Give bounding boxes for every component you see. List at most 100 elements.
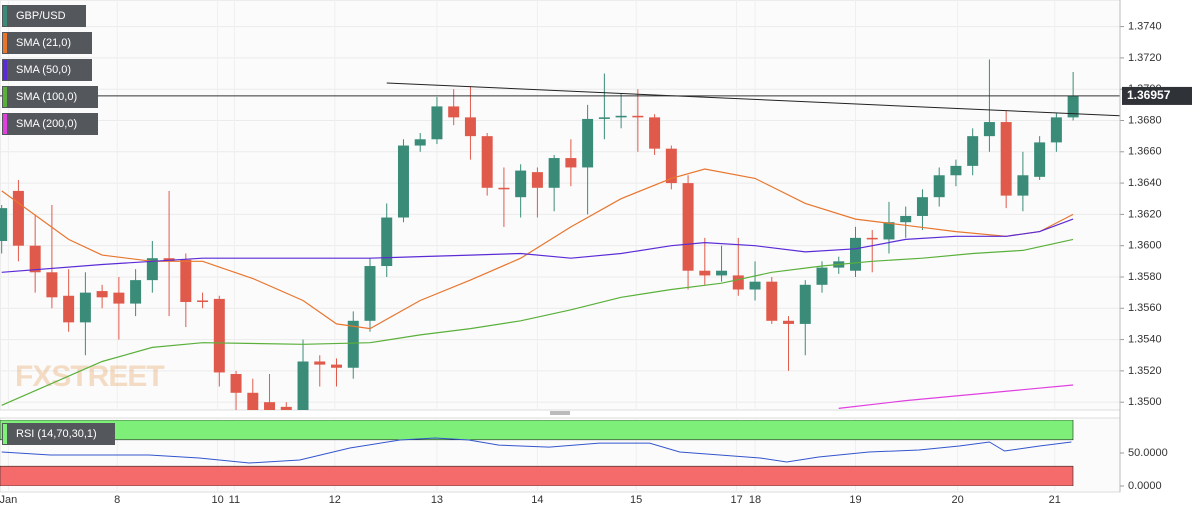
candle-body <box>783 320 795 324</box>
sma-line <box>1 168 1074 330</box>
y-tick-label: 1.3520 <box>1128 365 1162 377</box>
legend-label: SMA (50,0) <box>16 64 71 76</box>
candle-body <box>749 281 761 290</box>
candle-body <box>649 117 661 149</box>
y-tick-label: 1.3580 <box>1128 271 1162 283</box>
candle-body <box>280 406 292 410</box>
x-tick-label: 17 <box>730 494 742 506</box>
x-tick-label: 10 <box>212 494 224 506</box>
legend-swatch <box>3 87 7 107</box>
y-tick-label: 1.3560 <box>1128 302 1162 314</box>
candle-body <box>732 275 744 290</box>
candle-body <box>716 270 728 276</box>
sma-line <box>1 238 1074 406</box>
candle-body <box>29 245 41 273</box>
candle-body <box>816 267 828 285</box>
candle-body <box>79 292 91 323</box>
x-tick-label: 18 <box>749 494 761 506</box>
candle-body <box>967 136 979 166</box>
candle-body <box>933 175 945 198</box>
candle-body <box>381 217 393 267</box>
candle-body <box>983 122 995 137</box>
x-tick-label: 13 <box>431 494 443 506</box>
legend-label: GBP/USD <box>16 10 66 22</box>
x-tick-label: 11 <box>229 494 240 506</box>
legend-box <box>2 86 98 108</box>
legend-swatch <box>3 424 7 444</box>
legend-box <box>2 113 98 135</box>
candle-body <box>264 402 276 410</box>
candle-body <box>900 215 912 223</box>
x-tick-label: 15 <box>630 494 642 506</box>
candle-body <box>766 281 778 321</box>
candle-body <box>950 165 962 176</box>
candle-body <box>682 183 694 271</box>
candle-body <box>297 361 309 410</box>
candle-body <box>1067 95 1079 118</box>
candle-body <box>464 117 476 137</box>
candle-body <box>548 158 560 188</box>
candle-body <box>0 208 8 241</box>
candle-body <box>1034 142 1046 177</box>
overbought-band <box>0 420 1074 441</box>
candle-body <box>531 172 543 188</box>
candle-body <box>565 158 577 168</box>
x-tick-label: 19 <box>849 494 861 506</box>
candle-body <box>12 190 24 246</box>
legend-swatch <box>3 114 7 134</box>
candle-body <box>63 295 75 323</box>
x-tick-label: 12 <box>329 494 341 506</box>
legend-swatch <box>3 6 7 26</box>
x-tick-label: 21 <box>1049 494 1061 506</box>
price-label: 1.36957 <box>1127 88 1171 102</box>
legend-label: SMA (21,0) <box>16 37 71 49</box>
legend-label: SMA (200,0) <box>16 118 77 130</box>
candle-body <box>96 291 108 298</box>
candle-body <box>883 222 895 240</box>
legend-box <box>2 5 86 27</box>
x-tick-label: 20 <box>951 494 963 506</box>
y-tick-label: 1.3620 <box>1128 208 1162 220</box>
plot-area <box>0 0 1121 411</box>
candle-body <box>481 136 493 188</box>
sma-line <box>1 218 1074 273</box>
watermark: FXSTREET <box>15 360 164 393</box>
y-tick-label: 0.0000 <box>1128 480 1162 492</box>
candle-body <box>431 106 443 140</box>
candle-body <box>699 270 711 276</box>
candle-body <box>498 187 510 190</box>
candle-body <box>799 284 811 324</box>
candle-body <box>448 106 460 118</box>
candle-body <box>515 170 527 198</box>
oversold-band <box>0 465 1074 486</box>
y-tick-label: 1.3660 <box>1128 146 1162 158</box>
x-tick-label: Jan <box>0 494 17 506</box>
candle-body <box>247 392 259 410</box>
candle-body <box>866 237 878 240</box>
y-tick-label: 50.0000 <box>1128 447 1168 459</box>
y-tick-label: 1.3540 <box>1128 333 1162 345</box>
candle-body <box>849 237 861 271</box>
candle-body <box>130 280 142 304</box>
legend-box <box>2 59 92 81</box>
y-tick-label: 1.3600 <box>1128 240 1162 252</box>
candle-body <box>665 148 677 184</box>
candle-body <box>314 361 326 365</box>
candle-body <box>180 259 192 303</box>
sma-line <box>838 384 1074 409</box>
candle-body <box>598 117 610 119</box>
candle-body <box>347 320 359 368</box>
candle-body <box>615 115 627 118</box>
trendline <box>386 82 1120 117</box>
candle-body <box>213 298 225 373</box>
candle-body <box>916 197 928 216</box>
rsi-line <box>1 437 1072 464</box>
price-label-box <box>1122 86 1192 105</box>
y-tick-label: 1.3500 <box>1128 396 1162 408</box>
candle-body <box>414 139 426 146</box>
legend-box <box>2 423 115 445</box>
candle-body <box>397 145 409 218</box>
candle-body <box>46 272 58 298</box>
candle-body <box>197 300 209 303</box>
candle-body <box>582 118 594 168</box>
